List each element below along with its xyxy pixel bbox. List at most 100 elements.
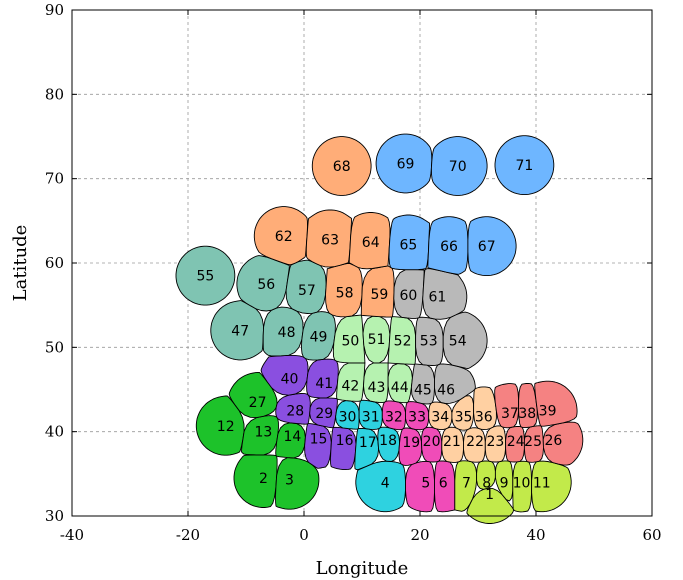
region-cell-28: [275, 393, 311, 425]
region-label-54: 54: [449, 334, 467, 350]
y-axis-title: Latitude: [10, 225, 31, 302]
region-cell-17: [354, 427, 380, 471]
region-cell-68: [311, 136, 372, 196]
region-label-7: 7: [462, 475, 471, 491]
region-label-47: 47: [231, 323, 249, 339]
region-label-10: 10: [513, 475, 531, 491]
region-cell-36: [473, 386, 497, 431]
region-label-34: 34: [431, 409, 449, 425]
region-label-65: 65: [399, 237, 417, 253]
ticks: -40 -20 0 20 40 60 30 40 50 60 70 80 90: [45, 1, 662, 544]
region-label-39: 39: [539, 404, 557, 420]
region-label-57: 57: [298, 283, 316, 299]
region-cell-39: [534, 380, 578, 427]
x-tick-label: -20: [176, 526, 200, 544]
region-label-38: 38: [518, 406, 536, 422]
region-label-37: 37: [501, 406, 519, 422]
region-label-18: 18: [379, 433, 397, 449]
region-label-5: 5: [421, 475, 430, 491]
region-label-60: 60: [399, 288, 417, 304]
region-cell-71: [494, 135, 555, 196]
region-cell-40: [260, 354, 309, 396]
region-cell-63: [305, 209, 353, 268]
x-axis-title: Longitude: [316, 558, 409, 579]
region-label-45: 45: [414, 383, 432, 399]
region-label-41: 41: [315, 376, 333, 392]
region-label-29: 29: [315, 406, 333, 422]
region-label-66: 66: [440, 239, 458, 255]
region-label-9: 9: [500, 475, 509, 491]
y-tick-label: 50: [45, 338, 64, 356]
region-label-25: 25: [524, 434, 542, 450]
region-label-26: 26: [544, 433, 562, 449]
region-label-1: 1: [485, 487, 494, 503]
y-tick-label: 40: [45, 423, 64, 441]
region-cell-59: [360, 265, 395, 318]
region-label-22: 22: [466, 434, 484, 450]
region-label-3: 3: [285, 473, 294, 489]
region-label-68: 68: [333, 159, 351, 175]
region-label-71: 71: [515, 158, 533, 174]
region-label-28: 28: [286, 404, 304, 420]
region-label-55: 55: [196, 269, 214, 285]
region-label-58: 58: [336, 286, 354, 302]
region-cell-2: [233, 454, 278, 508]
region-label-67: 67: [478, 239, 496, 255]
region-label-2: 2: [259, 471, 268, 487]
x-tick-label: 0: [299, 526, 309, 544]
region-label-62: 62: [275, 229, 293, 245]
region-cell-16: [330, 426, 357, 471]
region-label-6: 6: [439, 475, 448, 491]
region-label-33: 33: [408, 409, 426, 425]
y-tick-label: 60: [45, 254, 64, 272]
region-label-56: 56: [257, 277, 275, 293]
region-cell-56: [236, 255, 290, 312]
region-cell-1: [466, 487, 514, 524]
region-label-4: 4: [381, 475, 390, 491]
region-cell-42: [336, 362, 366, 402]
region-cell-55: [175, 245, 236, 306]
region-cell-69: [375, 133, 433, 194]
region-label-35: 35: [455, 409, 473, 425]
x-tick-label: 20: [410, 526, 429, 544]
region-label-24: 24: [507, 434, 525, 450]
region-label-61: 61: [428, 290, 446, 306]
region-label-17: 17: [359, 435, 377, 451]
region-cell-11: [531, 460, 572, 513]
region-cell-50: [332, 314, 366, 364]
region-cell-7: [454, 460, 478, 512]
region-cell-66: [427, 216, 469, 275]
region-cell-48: [262, 306, 304, 357]
x-tick-label: -40: [60, 526, 84, 544]
region-label-70: 70: [449, 159, 467, 175]
region-label-20: 20: [423, 434, 441, 450]
region-cell-37: [494, 383, 520, 429]
region-label-30: 30: [339, 409, 357, 425]
region-cell-10: [512, 460, 533, 513]
region-label-14: 14: [283, 429, 301, 445]
region-cell-13: [241, 415, 279, 456]
region-label-12: 12: [217, 419, 235, 435]
region-cell-61: [422, 268, 468, 320]
region-label-16: 16: [336, 433, 354, 449]
region-label-51: 51: [368, 332, 386, 348]
region-label-15: 15: [310, 431, 328, 447]
region-cell-62: [253, 206, 308, 266]
region-label-32: 32: [385, 409, 403, 425]
region-label-49: 49: [310, 329, 328, 345]
region-label-13: 13: [254, 425, 272, 441]
region-label-50: 50: [341, 334, 359, 350]
region-cell-30: [335, 400, 360, 430]
region-cell-67: [467, 216, 517, 277]
region-cell-6: [434, 460, 456, 513]
region-cell-27: [228, 371, 278, 419]
x-tick-label: 40: [526, 526, 545, 544]
x-tick-label: 60: [642, 526, 661, 544]
region-cell-64: [348, 212, 391, 270]
region-label-46: 46: [437, 383, 455, 399]
region-cell-15: [304, 423, 332, 469]
region-label-40: 40: [281, 372, 299, 388]
region-label-59: 59: [370, 287, 388, 303]
